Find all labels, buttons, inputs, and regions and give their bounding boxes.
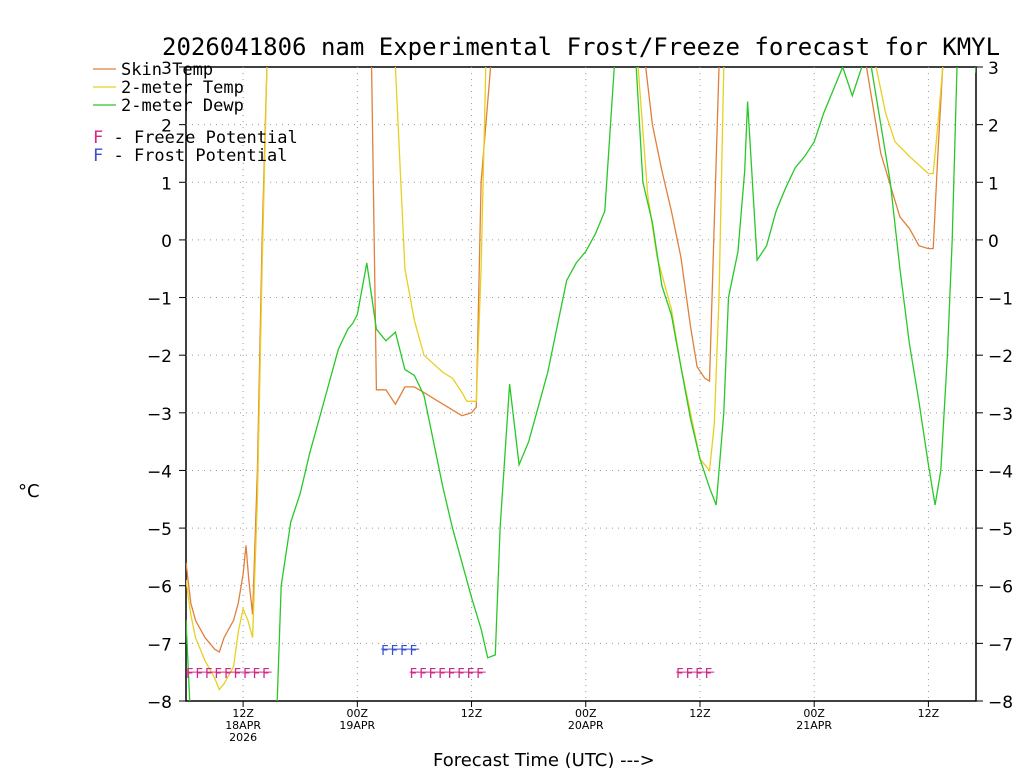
x-tick-label: 20APR xyxy=(568,719,604,732)
x-tick-label: 18APR xyxy=(225,719,261,732)
legend-label: 2-meter Dewp xyxy=(121,96,244,116)
series-line-2-meter-temp xyxy=(394,67,487,402)
freeze-marker: F xyxy=(186,667,193,682)
y-tick-label-right: −8 xyxy=(988,693,1013,713)
x-tick-label: 12Z xyxy=(461,707,483,720)
y-tick-label: −1 xyxy=(147,290,172,310)
y-tick-label: −6 xyxy=(147,578,172,598)
y-tick-label: −2 xyxy=(147,347,172,367)
y-tick-label-right: −7 xyxy=(988,635,1013,655)
y-tick-label: −4 xyxy=(147,462,172,482)
frost-marker: F xyxy=(381,644,388,659)
y-tick-label: −7 xyxy=(147,635,172,655)
legend-label: 2-meter Temp xyxy=(121,78,244,98)
y-tick-label-right: 1 xyxy=(988,174,999,194)
frost-marker: F xyxy=(391,644,398,659)
freeze-marker: F xyxy=(419,667,426,682)
series-line-skin-temp xyxy=(370,67,492,417)
freeze-marker: F xyxy=(224,667,231,682)
freeze-marker: F xyxy=(410,667,417,682)
freeze-marker: F xyxy=(457,667,464,682)
y-tick-label: −5 xyxy=(147,520,172,540)
series-line-2-meter-dewp xyxy=(276,67,615,701)
y-tick-label: −3 xyxy=(147,405,172,425)
chart-title: 2026041806 nam Experimental Frost/Freeze… xyxy=(162,33,1000,61)
x-tick-label: 12Z xyxy=(918,707,940,720)
series-line-2-meter-temp xyxy=(637,67,725,473)
freeze-marker: F xyxy=(429,667,436,682)
freeze-marker: F xyxy=(695,667,702,682)
freeze-marker: F xyxy=(215,667,222,682)
frost-freeze-marks: F F F F F F F F FF F F FF F F F F F F F F F F F xyxy=(186,644,715,682)
y-tick-label: 3 xyxy=(161,59,172,79)
series-line-2-meter-dewp xyxy=(870,67,958,506)
x-tick-label: 2026 xyxy=(229,731,257,744)
freeze-marker: F xyxy=(234,667,241,682)
y-tick-label-right: 3 xyxy=(988,59,999,79)
x-tick-label: 19APR xyxy=(339,719,375,732)
x-tick-label: 00Z xyxy=(575,707,597,720)
freeze-marker: F xyxy=(205,667,212,682)
frost-marker: F xyxy=(410,644,417,659)
x-tick-label: 21APR xyxy=(796,719,832,732)
y-axis: −8 −8 −7 −7 −6 −6 −5 −5 −4 −4 −3 −3 −2 −2 −1 −1 0 0 1 1 2 2 3 3 xyxy=(147,59,1013,713)
y-tick-label-right: 0 xyxy=(988,232,999,252)
series-line-2-meter-dewp xyxy=(635,67,844,506)
freeze-marker: F xyxy=(676,667,683,682)
y-tick-label-right: 2 xyxy=(988,117,999,137)
x-tick-label: 12Z xyxy=(232,707,254,720)
freeze-marker: F xyxy=(476,667,483,682)
y-tick-label: 0 xyxy=(161,232,172,252)
y-axis-label: °C xyxy=(18,481,40,502)
x-tick-label: 00Z xyxy=(803,707,825,720)
series-line-2-meter-temp xyxy=(875,67,944,175)
grid xyxy=(186,67,976,701)
freeze-marker: F xyxy=(196,667,203,682)
series-line-skin-temp xyxy=(186,67,268,653)
frost-marker: F xyxy=(400,644,407,659)
series-line-2-meter-temp xyxy=(186,67,268,691)
y-tick-label-right: −5 xyxy=(988,520,1013,540)
y-tick-label: −8 xyxy=(147,693,172,713)
series-line-2-meter-dewp xyxy=(842,67,863,98)
y-tick-label: 2 xyxy=(161,117,172,137)
series-line-skin-temp xyxy=(645,67,720,383)
x-axis-label: Forecast Time (UTC) ---> xyxy=(433,750,655,768)
freeze-marker: F xyxy=(438,667,445,682)
freeze-marker: F xyxy=(448,667,455,682)
series-line-skin-temp xyxy=(865,67,944,250)
freeze-marker: F xyxy=(243,667,250,682)
plot-frame xyxy=(185,66,977,702)
legend-label: Skin Temp xyxy=(121,60,213,80)
freeze-marker: F xyxy=(253,667,260,682)
freeze-marker: F xyxy=(686,667,693,682)
y-tick-label-right: −1 xyxy=(988,290,1013,310)
x-tick-label: 12Z xyxy=(689,707,711,720)
y-tick-label-right: −4 xyxy=(988,462,1013,482)
marker-legend-label: F - Frost Potential xyxy=(93,146,287,166)
y-tick-label-right: −6 xyxy=(988,578,1013,598)
series-group xyxy=(186,67,976,701)
y-tick-label-right: −3 xyxy=(988,405,1013,425)
freeze-marker: F xyxy=(467,667,474,682)
y-tick-label-right: −2 xyxy=(988,347,1013,367)
y-tick-label: 1 xyxy=(161,174,172,194)
x-tick-label: 00Z xyxy=(347,707,369,720)
freeze-marker: F xyxy=(705,667,712,682)
marker-legend-label: F - Freeze Potential xyxy=(93,128,298,148)
freeze-marker: F xyxy=(262,667,269,682)
